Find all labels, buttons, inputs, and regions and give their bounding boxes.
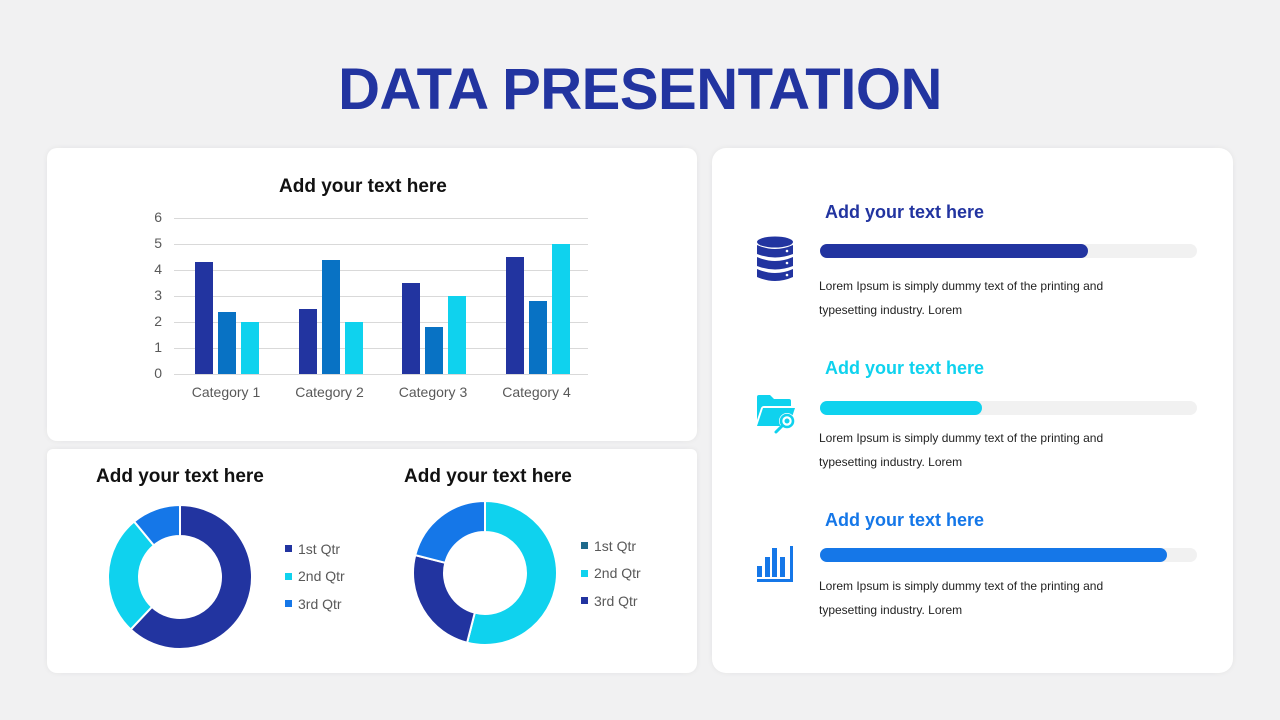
description-line: Lorem Ipsum is simply dummy text of the … [819, 431, 1104, 445]
legend-item: 3rd Qtr [285, 590, 345, 618]
progress-item-title: Add your text here [825, 202, 985, 222]
progress-item-description: Lorem Ipsum is simply dummy text of the … [819, 574, 1179, 622]
legend-label: 3rd Qtr [594, 592, 638, 609]
legend-item: 1st Qtr [285, 535, 345, 563]
bar [195, 262, 213, 374]
legend-swatch [581, 542, 588, 550]
donut-right-title: Add your text here [404, 466, 572, 487]
legend-label: 1st Qtr [594, 537, 637, 554]
bar [218, 311, 236, 374]
legend-swatch [581, 569, 588, 577]
folder-search-icon [756, 394, 798, 441]
gridline [174, 296, 588, 297]
donut-right-legend: 1st Qtr 2nd Qtr 3rd Qtr [581, 532, 641, 615]
progress-item-title: Add your text here [825, 510, 985, 530]
gridline [174, 348, 588, 349]
y-axis-tick: 1 [154, 339, 162, 355]
gridline [174, 218, 588, 219]
description-line: Lorem Ipsum is simply dummy text of the … [819, 279, 1104, 293]
legend-item: 1st Qtr [581, 532, 641, 560]
donut-left-title: Add your text here [96, 466, 264, 487]
legend-item: 3rd Qtr [581, 587, 641, 615]
x-axis-label: Category 1 [191, 384, 261, 400]
progress-item-title: Add your text here [825, 358, 985, 378]
donut-left-legend: 1st Qtr 2nd Qtr 3rd Qtr [285, 535, 345, 618]
bar [241, 322, 259, 374]
gridline [174, 244, 588, 245]
y-axis-tick: 3 [154, 287, 162, 303]
progress-item-description: Lorem Ipsum is simply dummy text of the … [819, 426, 1179, 474]
donut-segment [412, 553, 477, 644]
bar [298, 309, 317, 374]
progress-fill [820, 548, 1167, 562]
progress-item-description: Lorem Ipsum is simply dummy text of the … [819, 274, 1179, 322]
bar [505, 257, 524, 374]
legend-swatch [581, 597, 588, 605]
bar [344, 322, 363, 374]
legend-label: 3rd Qtr [298, 595, 342, 612]
legend-swatch [285, 545, 292, 553]
bar [448, 296, 466, 374]
legend-label: 2nd Qtr [298, 568, 345, 585]
x-axis-label: Category 4 [502, 384, 571, 400]
y-axis-tick: 4 [154, 261, 162, 277]
x-axis-label: Category 3 [398, 384, 468, 400]
legend-label: 1st Qtr [298, 540, 341, 557]
donut-chart-left [107, 504, 253, 650]
bar-chart-plot: 0 1 2 3 4 5 6 Category 1 Category 2 Category 3 Cat… [154, 209, 588, 400]
y-axis-tick: 5 [154, 235, 162, 251]
gridline [174, 322, 588, 323]
database-icon [756, 236, 794, 289]
description-line: typesetting industry. Lorem [819, 303, 963, 317]
legend-item: 2nd Qtr [285, 563, 345, 591]
description-line: typesetting industry. Lorem [819, 455, 963, 469]
progress-card: Add your text here Lorem Ipsum is simply… [712, 148, 1233, 673]
bar [551, 244, 570, 374]
progress-track [820, 244, 1197, 258]
legend-swatch [285, 572, 292, 580]
donut-chart-right [412, 500, 558, 646]
description-line: Lorem Ipsum is simply dummy text of the … [819, 579, 1104, 593]
donut-segment [132, 504, 181, 547]
donut-charts-card: Add your text here 1st Qtr 2nd Qtr 3rd Qtr… [47, 449, 697, 673]
donut-segment [129, 504, 253, 650]
page-title: DATA PRESENTATION [338, 57, 942, 122]
bar [425, 327, 443, 374]
progress-fill [820, 401, 983, 415]
progress-fill [820, 244, 1088, 258]
progress-track [820, 401, 1197, 415]
donut-segment [414, 500, 486, 565]
bar-chart-icon [756, 545, 796, 588]
gridline [174, 270, 588, 271]
bar-chart-card: Add your text here 0 1 2 3 4 5 6 Category 1 Cate… [47, 148, 697, 441]
legend-item: 2nd Qtr [581, 560, 641, 588]
gridline [174, 374, 588, 375]
bar-chart-title: Add your text here [279, 176, 447, 197]
progress-track [820, 548, 1197, 562]
bar [528, 301, 547, 374]
y-axis-tick: 0 [154, 365, 162, 381]
legend-label: 2nd Qtr [594, 565, 641, 582]
x-axis-label: Category 2 [295, 384, 364, 400]
donut-segment [465, 500, 558, 646]
bar [321, 259, 340, 374]
y-axis-tick: 6 [154, 209, 162, 225]
bar [402, 283, 420, 374]
legend-swatch [285, 600, 292, 608]
y-axis-tick: 2 [154, 313, 162, 329]
description-line: typesetting industry. Lorem [819, 603, 963, 617]
